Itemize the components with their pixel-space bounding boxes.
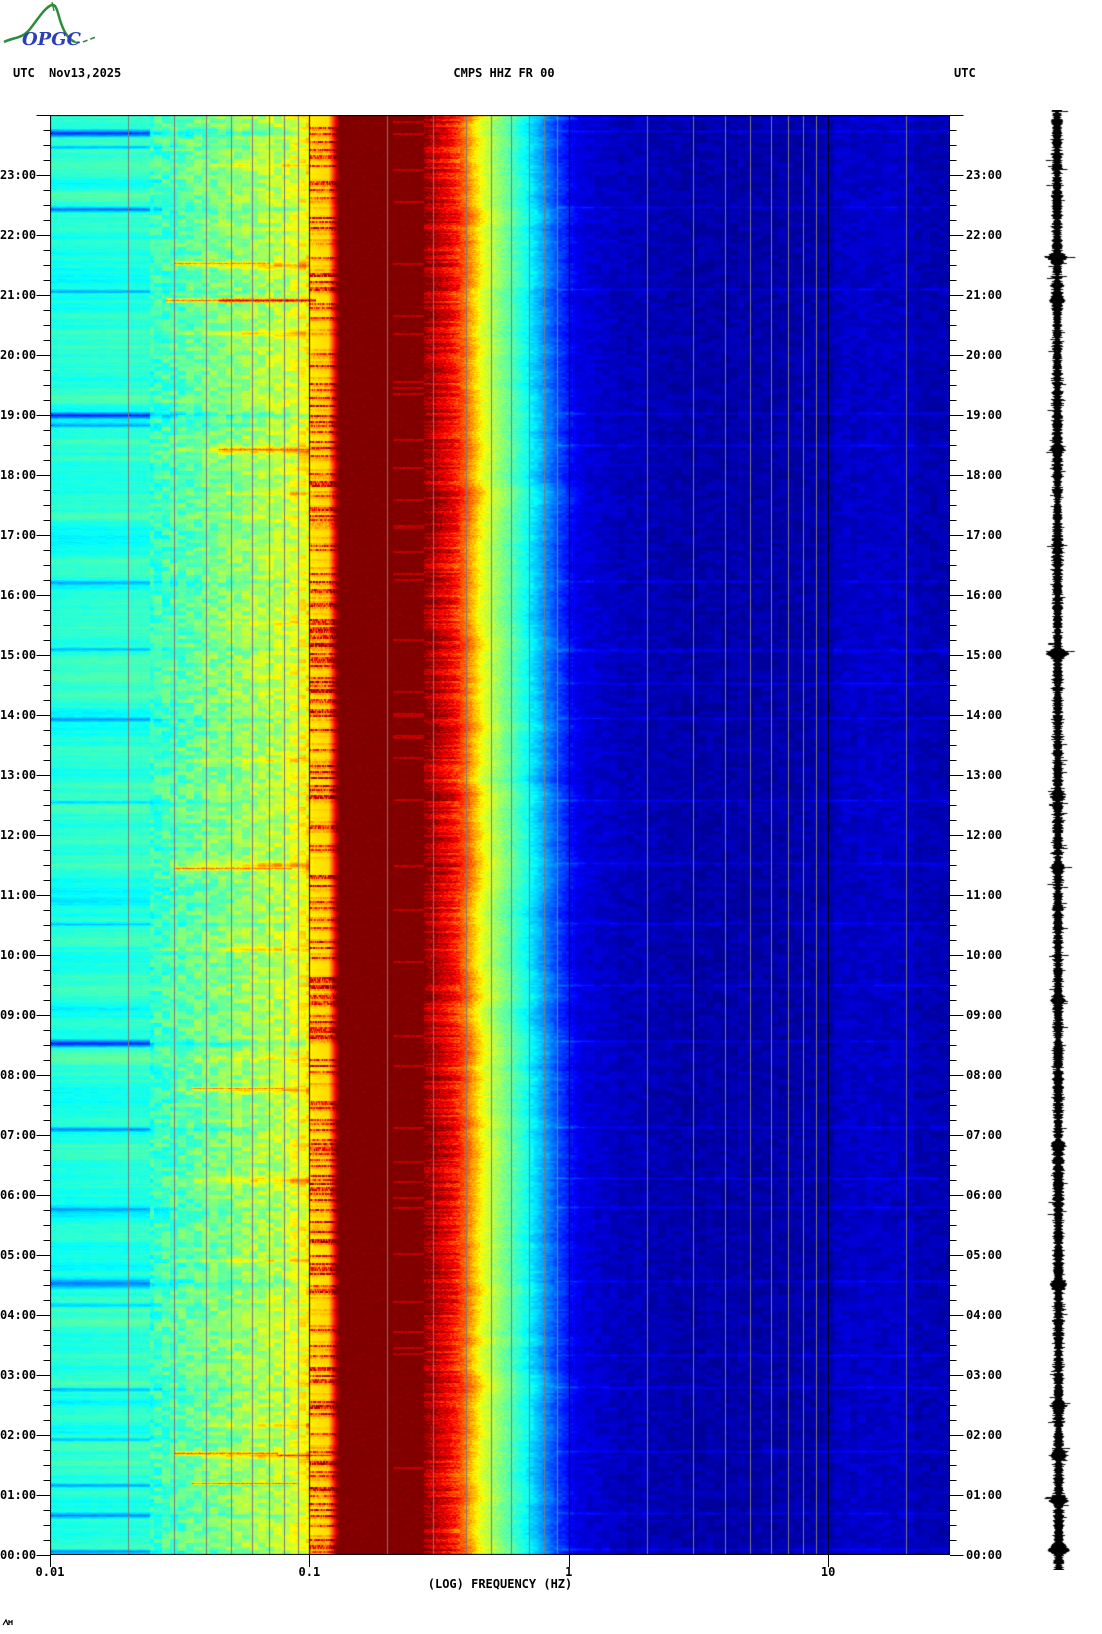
right-hour-label: 17:00 <box>966 528 1003 542</box>
right-hour-label: 15:00 <box>966 648 1003 662</box>
left-hour-label: 11:00 <box>0 888 37 902</box>
left-hour-label: 13:00 <box>0 768 37 782</box>
right-hour-label: 21:00 <box>966 288 1003 302</box>
x-tick-label: 0.1 <box>298 1565 321 1579</box>
date-label: Nov13,2025 <box>49 66 122 80</box>
left-hour-label: 09:00 <box>0 1008 37 1022</box>
right-hour-label: 08:00 <box>966 1068 1003 1082</box>
left-hour-label: 03:00 <box>0 1368 37 1382</box>
right-hour-label: 20:00 <box>966 348 1003 362</box>
right-hour-label: 04:00 <box>966 1308 1003 1322</box>
left-hour-label: 17:00 <box>0 528 37 542</box>
spectrogram-canvas <box>50 115 950 1555</box>
right-hour-label: 22:00 <box>966 228 1003 242</box>
left-hour-label: 12:00 <box>0 828 37 842</box>
x-tick-label: 1 <box>565 1565 573 1579</box>
right-hour-label: 01:00 <box>966 1488 1003 1502</box>
left-hour-label: 06:00 <box>0 1188 37 1202</box>
left-hour-label: 07:00 <box>0 1128 37 1142</box>
left-hour-label: 15:00 <box>0 648 37 662</box>
utc-label-right: UTC <box>954 66 976 80</box>
right-hour-label: 00:00 <box>966 1548 1003 1562</box>
left-hour-label: 23:00 <box>0 168 37 182</box>
x-axis-title: (LOG) FREQUENCY (HZ) <box>427 1577 573 1591</box>
right-hour-label: 13:00 <box>966 768 1003 782</box>
left-hour-label: 01:00 <box>0 1488 37 1502</box>
right-hour-label: 10:00 <box>966 948 1003 962</box>
left-hour-label: 18:00 <box>0 468 37 482</box>
logo-peak-tick <box>51 2 55 12</box>
x-tick-label: 0.01 <box>35 1565 65 1579</box>
right-hour-label: 18:00 <box>966 468 1003 482</box>
right-hour-label: 09:00 <box>966 1008 1003 1022</box>
left-hour-label: 19:00 <box>0 408 37 422</box>
right-hour-label: 03:00 <box>966 1368 1003 1382</box>
right-hour-label: 23:00 <box>966 168 1003 182</box>
left-hour-label: 08:00 <box>0 1068 37 1082</box>
right-hour-label: 16:00 <box>966 588 1003 602</box>
left-hour-label: 04:00 <box>0 1308 37 1322</box>
opgc-logo: OPGC <box>3 2 97 50</box>
right-hour-label: 05:00 <box>966 1248 1003 1262</box>
right-hour-label: 12:00 <box>966 828 1003 842</box>
right-hour-label: 06:00 <box>966 1188 1003 1202</box>
left-hour-label: 05:00 <box>0 1248 37 1262</box>
right-hour-label: 11:00 <box>966 888 1003 902</box>
logo-text: OPGC <box>22 29 82 50</box>
corner-mark-icon <box>2 1618 13 1626</box>
left-hour-label: 22:00 <box>0 228 37 242</box>
left-hour-label: 21:00 <box>0 288 37 302</box>
right-hour-label: 07:00 <box>966 1128 1003 1142</box>
x-tick-label: 10 <box>820 1565 836 1579</box>
left-hour-label: 20:00 <box>0 348 37 362</box>
left-hour-label: 00:00 <box>0 1548 37 1562</box>
right-hour-label: 02:00 <box>966 1428 1003 1442</box>
right-hour-label: 19:00 <box>966 408 1003 422</box>
left-hour-label: 16:00 <box>0 588 37 602</box>
logo-curve-tail <box>74 36 97 44</box>
right-hour-label: 14:00 <box>966 708 1003 722</box>
left-hour-label: 02:00 <box>0 1428 37 1442</box>
left-hour-label: 10:00 <box>0 948 37 962</box>
utc-label-left: UTC <box>13 66 35 80</box>
left-hour-label: 14:00 <box>0 708 37 722</box>
seismogram-trace-canvas <box>1038 110 1082 1570</box>
plot-title: CMPS HHZ FR 00 <box>453 66 555 80</box>
